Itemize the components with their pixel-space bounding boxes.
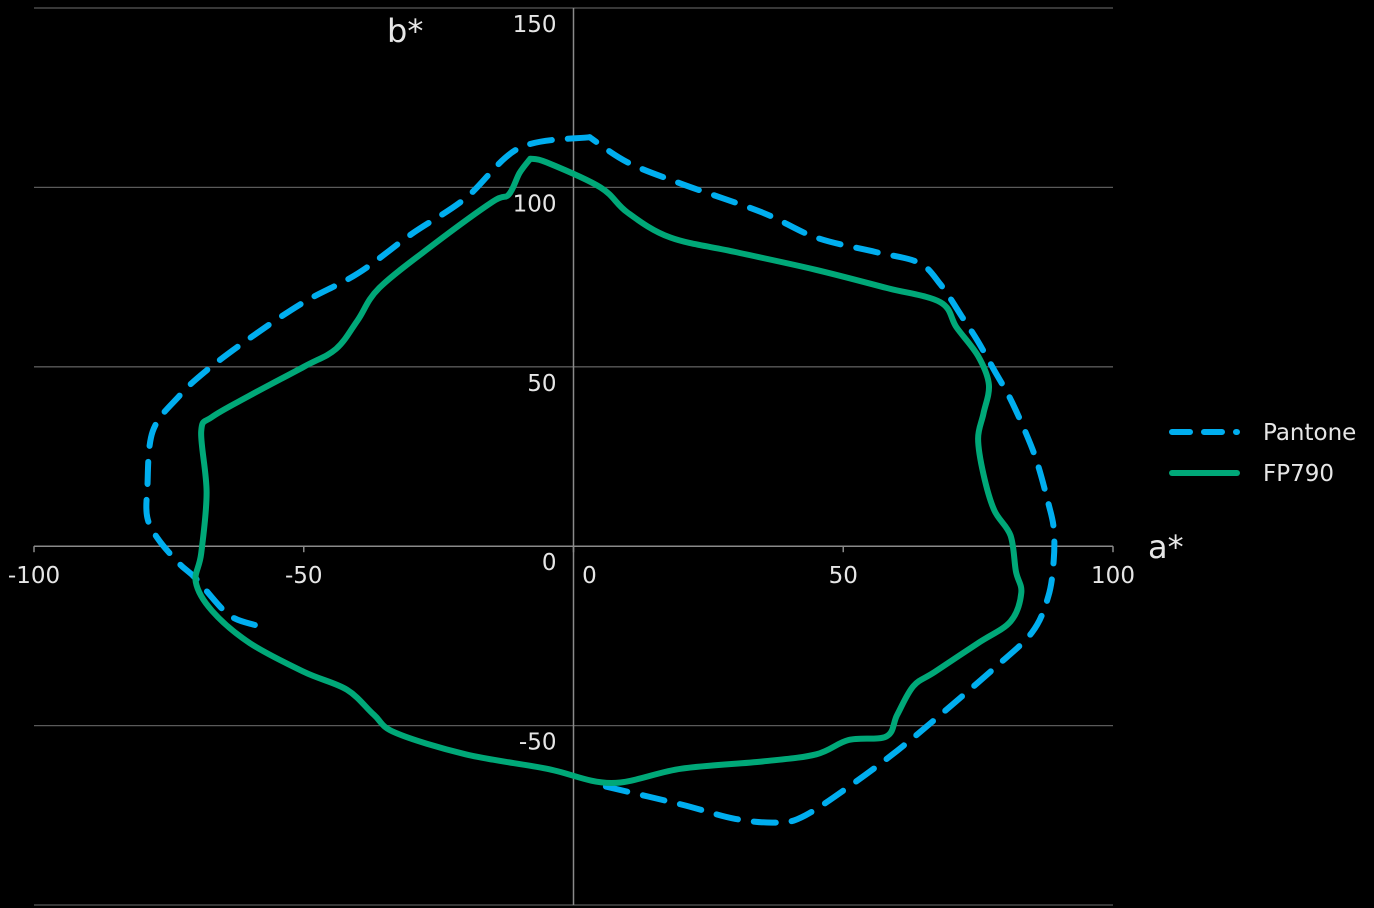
- series-fp790-line-2: [192, 155, 1025, 786]
- y-tick-label--50: -50: [519, 730, 557, 756]
- legend-label-fp790: FP790: [1263, 461, 1334, 487]
- x-tick-label-100: 100: [1091, 563, 1135, 589]
- series-pantone-line-1: [586, 134, 1058, 826]
- y-tick-label-100: 100: [513, 191, 557, 217]
- x-axis-title: a*: [1148, 528, 1184, 566]
- x-tick-label--100: -100: [8, 563, 60, 589]
- y-tick-label-150: 150: [513, 12, 557, 38]
- series-pantone-line-0: [143, 134, 593, 629]
- y-axis-title: b*: [387, 12, 423, 50]
- x-tick-label-50: 50: [829, 563, 858, 589]
- y-tick-label-0: 0: [542, 550, 557, 576]
- legend: Pantone FP790: [1169, 420, 1356, 487]
- x-tick-label--50: -50: [285, 563, 323, 589]
- x-tick-label-0: 0: [582, 563, 597, 589]
- y-tick-label-50: 50: [527, 371, 556, 397]
- series-layer: [143, 134, 1058, 826]
- legend-label-pantone: Pantone: [1263, 420, 1356, 446]
- axes: [33, 8, 1114, 905]
